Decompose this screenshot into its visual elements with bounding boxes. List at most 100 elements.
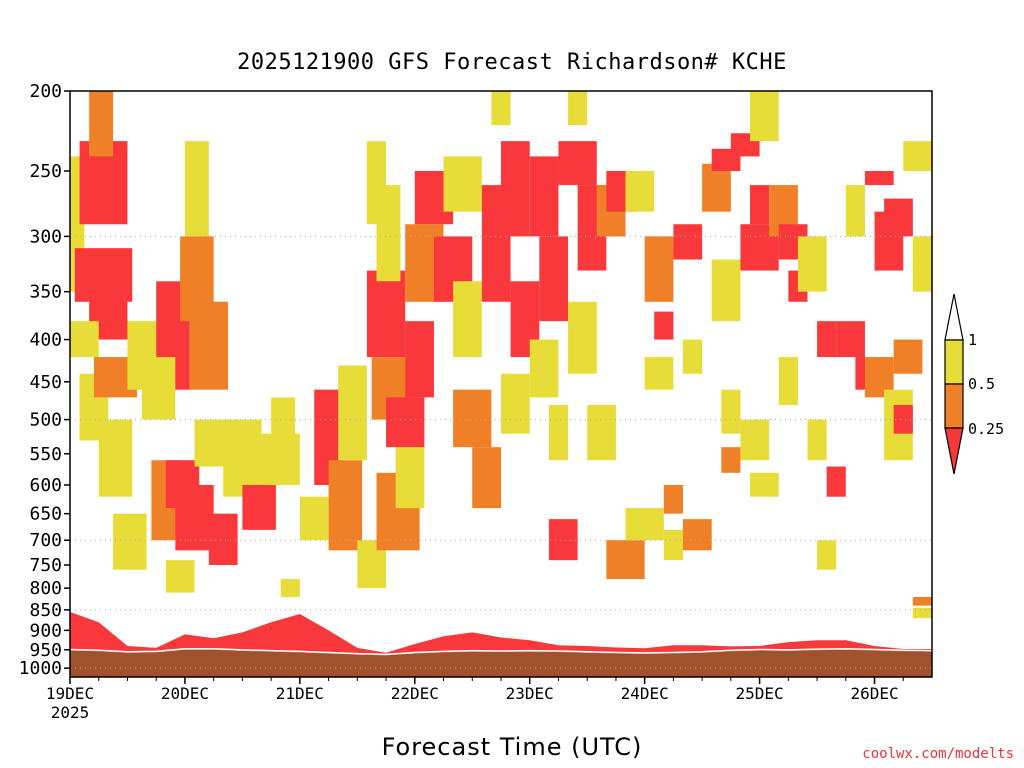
- ri-patch-red: [175, 484, 214, 551]
- ri-patch-yellow: [194, 419, 229, 467]
- ri-patch-red: [208, 513, 238, 565]
- ri-patch-yellow: [70, 321, 99, 358]
- x-axis: 19DEC 20DEC 21DEC 22DEC 23DEC 24DEC 25DEC 26DEC…: [46, 677, 904, 722]
- y-tick-label: 300: [29, 226, 62, 247]
- ri-patch-yellow: [912, 236, 932, 292]
- ri-patch-orange: [453, 389, 492, 448]
- ri-patch-yellow: [261, 433, 300, 485]
- ri-patch-orange: [893, 339, 923, 374]
- ri-patch-yellow: [797, 236, 827, 292]
- y-tick-label: 350: [29, 282, 62, 303]
- y-tick-label: 550: [29, 444, 62, 465]
- ri-patch-red: [750, 185, 770, 225]
- ri-patch-orange: [472, 447, 501, 509]
- y-tick-label: 850: [29, 600, 62, 621]
- ri-patch-yellow: [644, 357, 674, 390]
- ri-patch-red: [242, 484, 276, 530]
- ri-patch-red: [386, 397, 425, 448]
- ri-patch-red: [366, 270, 406, 358]
- ri-patch-yellow: [98, 419, 133, 497]
- ri-patch-yellow: [223, 419, 262, 497]
- ri-patch-yellow: [778, 357, 798, 405]
- legend-label: 0.25: [968, 420, 1004, 438]
- ri-patch-yellow: [625, 508, 664, 541]
- x-tick-label: 20DEC: [161, 684, 209, 703]
- chart-title: 2025121900 GFS Forecast Richardson# KCHE: [237, 50, 787, 75]
- ri-patch-red: [654, 311, 674, 340]
- boundary-layer-band: [70, 611, 932, 656]
- ri-patch-yellow: [750, 91, 779, 142]
- ri-patch-red: [529, 156, 559, 237]
- ri-patch-yellow: [338, 365, 367, 461]
- ground-fill: [70, 649, 932, 677]
- ri-patch-yellow: [721, 389, 741, 434]
- y-tick-label: 1000: [19, 658, 62, 679]
- ri-patch-yellow: [807, 419, 827, 461]
- ri-patch-yellow: [165, 560, 195, 593]
- ri-patch-red: [884, 198, 913, 237]
- ri-patch-yellow: [903, 141, 932, 172]
- legend-label: 0.5: [968, 375, 995, 393]
- ri-patch-yellow: [366, 141, 387, 225]
- ri-patch-yellow: [750, 472, 779, 497]
- x-year-label: 2025: [51, 703, 90, 722]
- legend-swatch-lt0.25: [944, 427, 964, 475]
- ri-patch-yellow: [453, 281, 482, 358]
- ri-patch-yellow: [501, 373, 530, 434]
- ri-patch-yellow: [395, 447, 425, 509]
- ri-patch-orange: [606, 540, 645, 580]
- ri-patch-orange: [189, 301, 229, 390]
- ri-patch-yellow: [740, 419, 770, 461]
- ri-patch-orange: [912, 596, 932, 606]
- x-tick-label: 26DEC: [850, 684, 898, 703]
- y-tick-label: 400: [29, 330, 62, 351]
- legend-swatch-0.25-0.5: [944, 383, 964, 429]
- ri-patch-yellow: [548, 404, 569, 461]
- x-tick-label: 19DEC: [46, 684, 94, 703]
- ri-patch-yellow: [682, 339, 703, 374]
- ri-patch-red: [893, 404, 913, 434]
- y-tick-label: 800: [29, 578, 62, 599]
- y-tick-label: 200: [29, 81, 62, 102]
- x-tick-label: 24DEC: [621, 684, 669, 703]
- ri-patch-orange: [721, 447, 741, 473]
- y-tick-label: 450: [29, 372, 62, 393]
- ri-patch-yellow: [299, 496, 329, 541]
- ri-patch-yellow: [625, 171, 655, 212]
- ri-patch-yellow: [568, 91, 588, 126]
- ri-patch-red: [817, 321, 837, 358]
- y-tick-label: 700: [29, 530, 62, 551]
- x-tick-label: 23DEC: [506, 684, 554, 703]
- ri-patch-orange: [702, 163, 731, 212]
- ri-patch-orange: [663, 484, 683, 514]
- ri-patch-yellow: [817, 540, 837, 570]
- ri-patch-red: [826, 466, 846, 497]
- y-tick-label: 650: [29, 504, 62, 525]
- ri-patch-yellow: [845, 185, 865, 237]
- x-tick-label: 22DEC: [391, 684, 439, 703]
- ri-patch-yellow: [184, 141, 209, 237]
- x-axis-label: Forecast Time (UTC): [381, 733, 643, 761]
- ri-patch-red: [864, 171, 894, 186]
- ri-patch-red: [548, 519, 578, 561]
- legend-swatch-gt1: [944, 293, 964, 341]
- ri-patch-yellow: [711, 259, 741, 322]
- ri-patch-yellow: [663, 529, 683, 561]
- ri-patch-yellow: [443, 156, 482, 212]
- y-tick-label: 900: [29, 620, 62, 641]
- ri-patch-yellow: [491, 91, 511, 126]
- y-tick-label: 750: [29, 555, 62, 576]
- y-tick-label: 600: [29, 475, 62, 496]
- ri-patch-orange: [89, 91, 114, 157]
- ri-patch-orange: [682, 519, 712, 551]
- ri-patch-yellow: [141, 357, 176, 420]
- y-tick-label: 250: [29, 161, 62, 182]
- ri-patch-orange: [328, 460, 363, 551]
- ri-patch-red: [673, 224, 703, 260]
- ri-patch-red: [558, 141, 597, 186]
- y-axis: 200 250 300 350 400 450 500 550 600 650 700 7508008…: [19, 81, 70, 679]
- ri-patch-yellow: [587, 404, 616, 461]
- y-tick-label: 950: [29, 640, 62, 661]
- ri-patch-yellow: [912, 607, 932, 619]
- credit-link[interactable]: coolwx.com/modelts: [862, 746, 1014, 762]
